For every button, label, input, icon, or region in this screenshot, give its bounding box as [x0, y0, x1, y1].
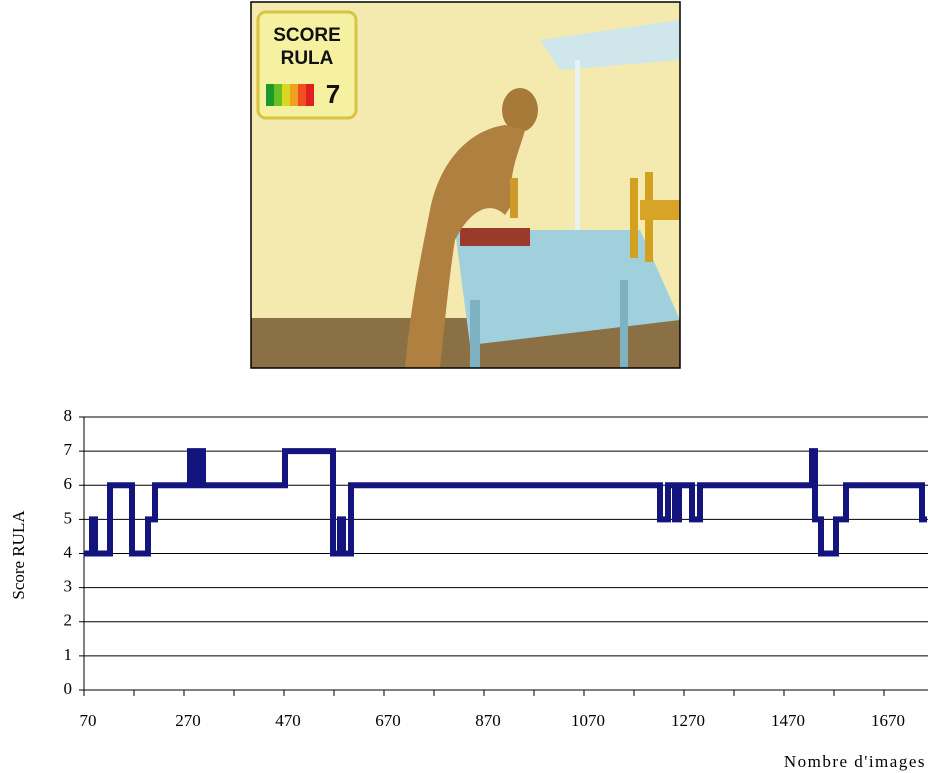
y-tick-label: 4 — [64, 542, 73, 561]
x-tick-label: 670 — [375, 711, 401, 730]
y-tick-label: 3 — [64, 577, 73, 596]
x-axis-label: Nombre d'images — [784, 752, 926, 771]
x-tick-label: 70 — [80, 711, 97, 730]
y-tick-label: 8 — [64, 406, 73, 425]
x-tick-label: 1670 — [871, 711, 905, 730]
y-tick-label: 7 — [64, 440, 73, 459]
badge-title: SCORE — [273, 25, 341, 46]
badge-score: 7 — [326, 79, 340, 109]
y-tick-label: 5 — [64, 508, 73, 527]
data-line — [84, 448, 927, 557]
x-tick-label: 270 — [175, 711, 201, 730]
x-tick-label: 1470 — [771, 711, 805, 730]
x-tick-label: 1270 — [671, 711, 705, 730]
y-tick-label: 1 — [64, 645, 73, 664]
y-tick-label: 0 — [64, 679, 73, 698]
scene-illustration — [250, 1, 681, 369]
y-tick-label: 6 — [64, 474, 73, 493]
y-tick-label: 2 — [64, 611, 73, 630]
x-tick-label: 870 — [475, 711, 501, 730]
x-tick-label: 1070 — [571, 711, 605, 730]
x-tick-label: 470 — [275, 711, 301, 730]
y-axis-label: Score RULA — [9, 510, 28, 600]
badge-title: RULA — [281, 48, 334, 69]
